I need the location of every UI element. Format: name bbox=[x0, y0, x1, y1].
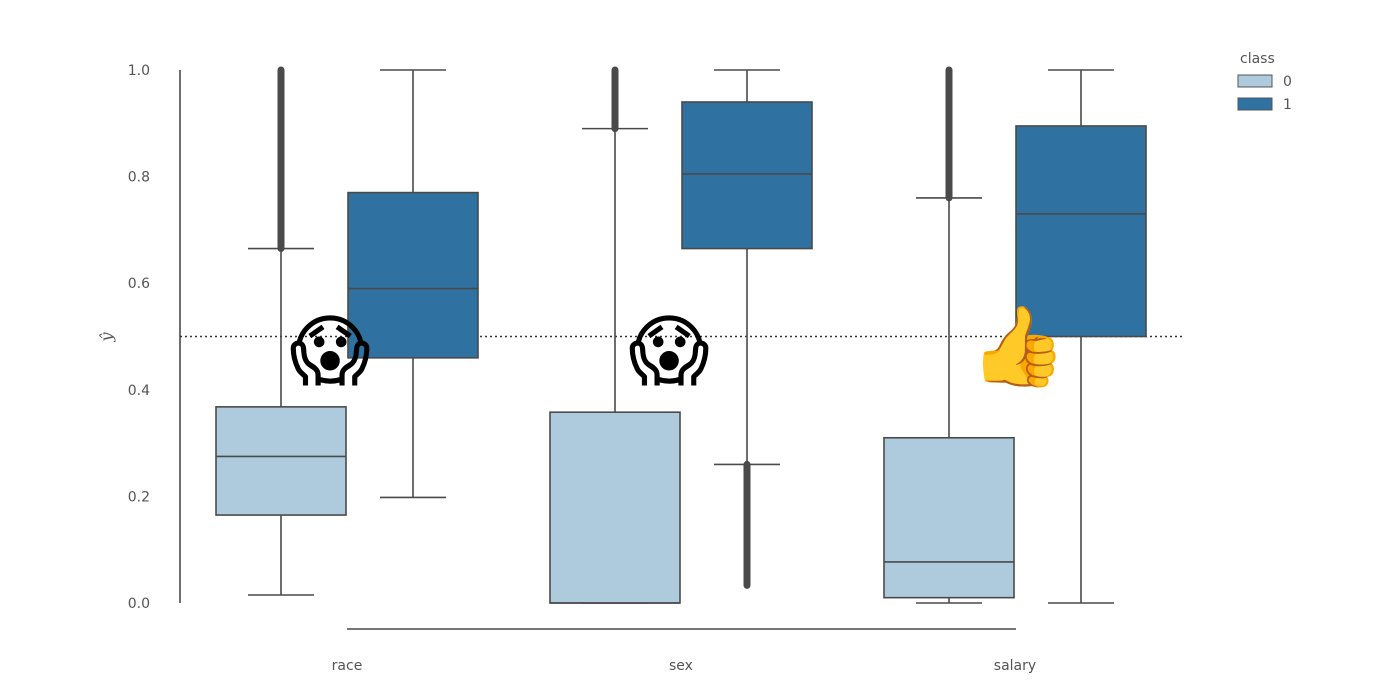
x-tick-label-salary: salary bbox=[994, 658, 1036, 674]
box-1-salary bbox=[1015, 69, 1147, 604]
box-body bbox=[681, 101, 813, 250]
box-body bbox=[549, 411, 681, 604]
legend: class 0 1 bbox=[1237, 51, 1292, 113]
legend-title: class bbox=[1240, 51, 1275, 67]
legend-swatch-1 bbox=[1237, 97, 1273, 111]
y-tick-label: 0.0 bbox=[128, 596, 150, 612]
y-tick-label: 0.6 bbox=[128, 276, 150, 292]
y-tick-label: 0.2 bbox=[128, 489, 150, 505]
x-tick-label-race: race bbox=[332, 658, 363, 674]
box-body bbox=[347, 191, 479, 359]
y-axis-label: ŷ bbox=[97, 332, 116, 343]
box-1-race bbox=[347, 69, 479, 499]
boxes-group bbox=[215, 66, 1147, 604]
box-body bbox=[883, 436, 1015, 599]
box-body bbox=[215, 406, 347, 516]
legend-swatch-0 bbox=[1237, 74, 1273, 88]
y-tick-label: 1.0 bbox=[128, 63, 150, 79]
thumbs-up-emoji: 👍 bbox=[969, 302, 1066, 392]
x-tick-label-sex: sex bbox=[669, 658, 693, 674]
annotations-group: 😱 😱 👍 bbox=[289, 302, 1066, 397]
y-tick-label: 0.4 bbox=[128, 383, 150, 399]
box-0-race bbox=[215, 66, 347, 596]
box-0-salary bbox=[883, 66, 1015, 604]
scream-emoji: 😱 bbox=[289, 307, 370, 397]
scream-emoji: 😱 bbox=[628, 307, 709, 397]
axes: 0.0 0.2 0.4 0.6 0.8 1.0 ŷ race sex salary bbox=[97, 63, 1036, 674]
legend-label-1: 1 bbox=[1283, 97, 1292, 113]
box-body bbox=[1015, 125, 1147, 338]
box-1-sex bbox=[681, 69, 813, 589]
y-tick-label: 0.8 bbox=[128, 170, 150, 186]
legend-label-0: 0 bbox=[1283, 74, 1292, 90]
box-0-sex bbox=[549, 66, 681, 604]
